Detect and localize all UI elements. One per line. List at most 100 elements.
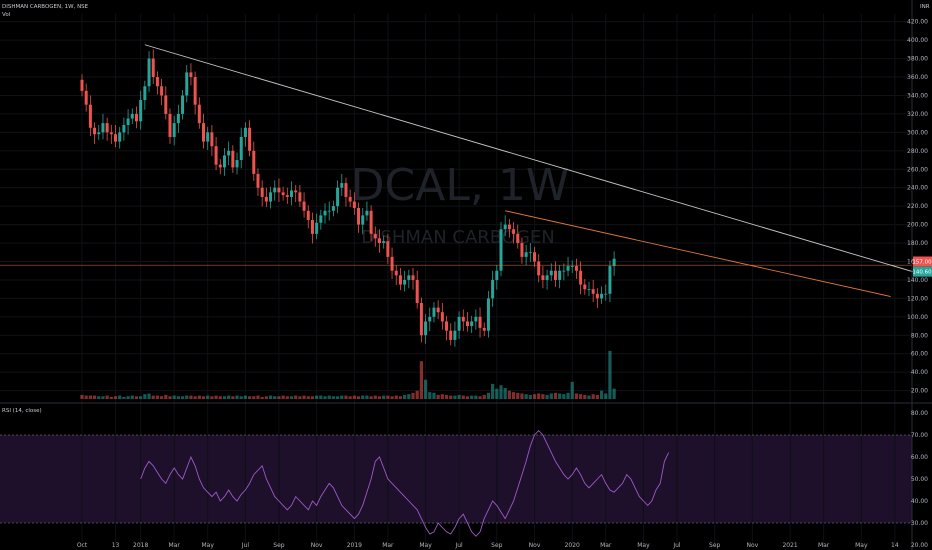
volume-bar — [189, 395, 193, 399]
time-tick-label: 2020 — [565, 542, 580, 549]
volume-bar — [277, 396, 281, 399]
rsi-indicator — [0, 429, 912, 537]
price-tick-label: 380.00 — [907, 56, 928, 63]
volume-bar — [461, 395, 465, 399]
price-tick-label: 180.00 — [907, 240, 928, 247]
volume-bar — [302, 395, 306, 399]
volume-bar — [532, 394, 537, 399]
volume-bar — [298, 396, 302, 399]
watermark-ticker: DCAL, 1W — [351, 160, 570, 211]
volume-bar — [285, 396, 289, 399]
volume-bar — [482, 394, 486, 399]
candle-body — [319, 215, 323, 223]
price-tick-label: 80.00 — [911, 332, 928, 339]
candle-body — [482, 327, 486, 331]
volume-bar — [373, 395, 377, 399]
volume-bar — [160, 396, 164, 399]
candle-body — [361, 215, 365, 225]
time-tick-label: May — [637, 542, 650, 549]
candle-body — [281, 192, 285, 196]
candle-body — [445, 321, 449, 331]
volume-bar — [407, 394, 411, 399]
price-tick-label: 120.00 — [907, 295, 928, 302]
volume-bar — [486, 392, 491, 399]
volume-bar — [80, 394, 84, 399]
volume-bar — [398, 396, 403, 399]
volume-bar — [382, 395, 386, 399]
candle-body — [424, 321, 428, 336]
volume-bar — [323, 396, 327, 399]
price-tick-label: 400.00 — [907, 37, 928, 44]
volume-bar — [126, 396, 130, 399]
volume-bar — [524, 394, 528, 399]
candle-body — [256, 173, 260, 188]
volume-bar — [583, 394, 587, 399]
volume-bar — [180, 396, 185, 399]
volume-label: Vol — [2, 12, 11, 18]
volume-bars — [80, 350, 616, 399]
trendline-main — [144, 44, 916, 273]
watermark-name: DISHMAN CARBOGEN — [361, 227, 555, 248]
volume-bar — [587, 395, 591, 399]
candle-body — [583, 284, 587, 290]
candle-body — [470, 321, 474, 327]
candle-body — [336, 187, 340, 207]
rsi-band-area — [0, 435, 912, 523]
candle-body — [587, 289, 591, 290]
volume-bar — [210, 396, 214, 399]
volume-bar — [403, 394, 407, 399]
time-tick-label: 2021 — [782, 542, 797, 549]
volume-bar — [268, 395, 273, 399]
price-axes: 20.0040.0060.0080.00100.00120.00140.0016… — [77, 0, 932, 550]
candle-body — [516, 233, 520, 244]
rsi-label: RSI (14, close) — [2, 408, 42, 414]
candle-body — [348, 196, 352, 202]
candle-body — [130, 113, 134, 119]
price-tick-label: 260.00 — [907, 166, 928, 173]
price-tag — [913, 256, 932, 267]
price-tick-label: 100.00 — [907, 314, 928, 321]
volume-bar — [340, 395, 344, 399]
volume-bar — [105, 395, 109, 399]
volume-bar — [528, 394, 532, 399]
candle-body — [331, 206, 335, 211]
volume-bar — [348, 396, 352, 399]
volume-bar — [549, 393, 553, 399]
volume-bar — [595, 394, 599, 399]
volume-bar — [553, 392, 558, 399]
candle-body — [457, 316, 461, 331]
volume-bar — [562, 394, 566, 399]
volume-bar — [612, 388, 616, 399]
candle-body — [604, 293, 608, 295]
volume-bar — [377, 396, 382, 399]
candle-body — [122, 124, 126, 133]
time-tick-label: Mar — [169, 542, 181, 549]
candle-body — [591, 289, 595, 294]
time-tick-label: Sep — [709, 542, 721, 549]
rsi-tick-label: 80.00 — [911, 410, 928, 417]
price-tick-label: 40.00 — [911, 369, 928, 376]
volume-bar — [474, 395, 478, 399]
candle-body — [503, 224, 507, 230]
candle-body — [181, 95, 185, 114]
candle-body — [440, 312, 444, 322]
candle-body — [461, 316, 465, 322]
volume-bar — [260, 396, 264, 399]
candle-body — [218, 164, 222, 168]
time-tick-label: 14 — [891, 542, 899, 549]
candle-body — [419, 303, 423, 336]
volume-bar — [235, 395, 239, 399]
candle-body — [139, 100, 143, 122]
candle-body — [407, 275, 411, 280]
volume-bar — [356, 396, 361, 399]
volume-bar — [243, 395, 248, 399]
time-tick-label: Mar — [382, 542, 394, 549]
volume-bar — [197, 395, 201, 399]
volume-bar — [239, 396, 243, 399]
candle-body — [294, 190, 298, 193]
candle-body — [579, 270, 583, 285]
volume-bar — [419, 361, 423, 399]
volume-bar — [201, 396, 206, 399]
